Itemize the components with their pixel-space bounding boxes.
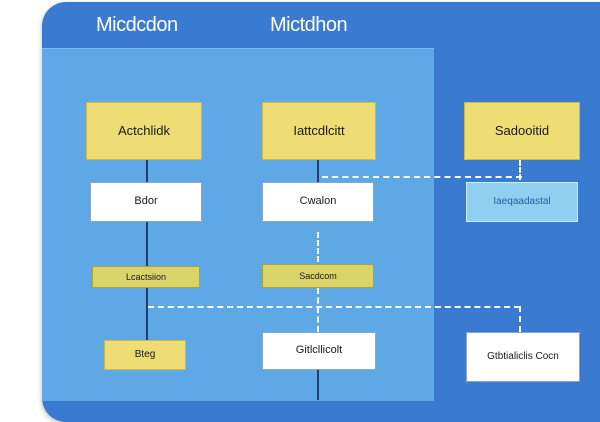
node-col1-top[interactable]: Actchlidk — [86, 102, 202, 160]
dashed-connector-top — [322, 176, 522, 178]
connector-col1-b — [146, 222, 148, 266]
node-col3-mid[interactable]: Iaeqaadastal — [466, 182, 578, 222]
dashed-connector-col2-b — [317, 232, 319, 262]
dashed-connector-right-b — [519, 306, 521, 332]
node-col1-small[interactable]: Lcactsiion — [92, 266, 200, 288]
node-col2-top[interactable]: Iattcdlcitt — [262, 102, 376, 160]
connector-col1-a — [146, 160, 148, 182]
dashed-connector-bottom — [148, 306, 520, 308]
connector-col2-a — [317, 160, 319, 182]
dashed-connector-col2-c — [317, 288, 319, 332]
left-panel-title: Micdcdon — [96, 14, 178, 36]
node-col1-mid[interactable]: Bdor — [90, 182, 202, 222]
node-col3-bottom[interactable]: Gtbtialiclis Cocn — [466, 332, 580, 382]
node-col3-top[interactable]: Sadooitid — [464, 102, 580, 160]
right-panel-title: Mictdhon — [270, 14, 348, 36]
node-col1-bottom[interactable]: Bteg — [104, 340, 186, 370]
node-col2-small[interactable]: Sacdcom — [262, 264, 374, 288]
connector-col1-c — [146, 288, 148, 340]
node-col2-bottom[interactable]: Gitlcllicolt — [262, 332, 376, 370]
dashed-connector-right-a — [519, 160, 521, 180]
node-col2-mid[interactable]: Cwalon — [262, 182, 374, 222]
connector-col2-d — [317, 370, 319, 400]
